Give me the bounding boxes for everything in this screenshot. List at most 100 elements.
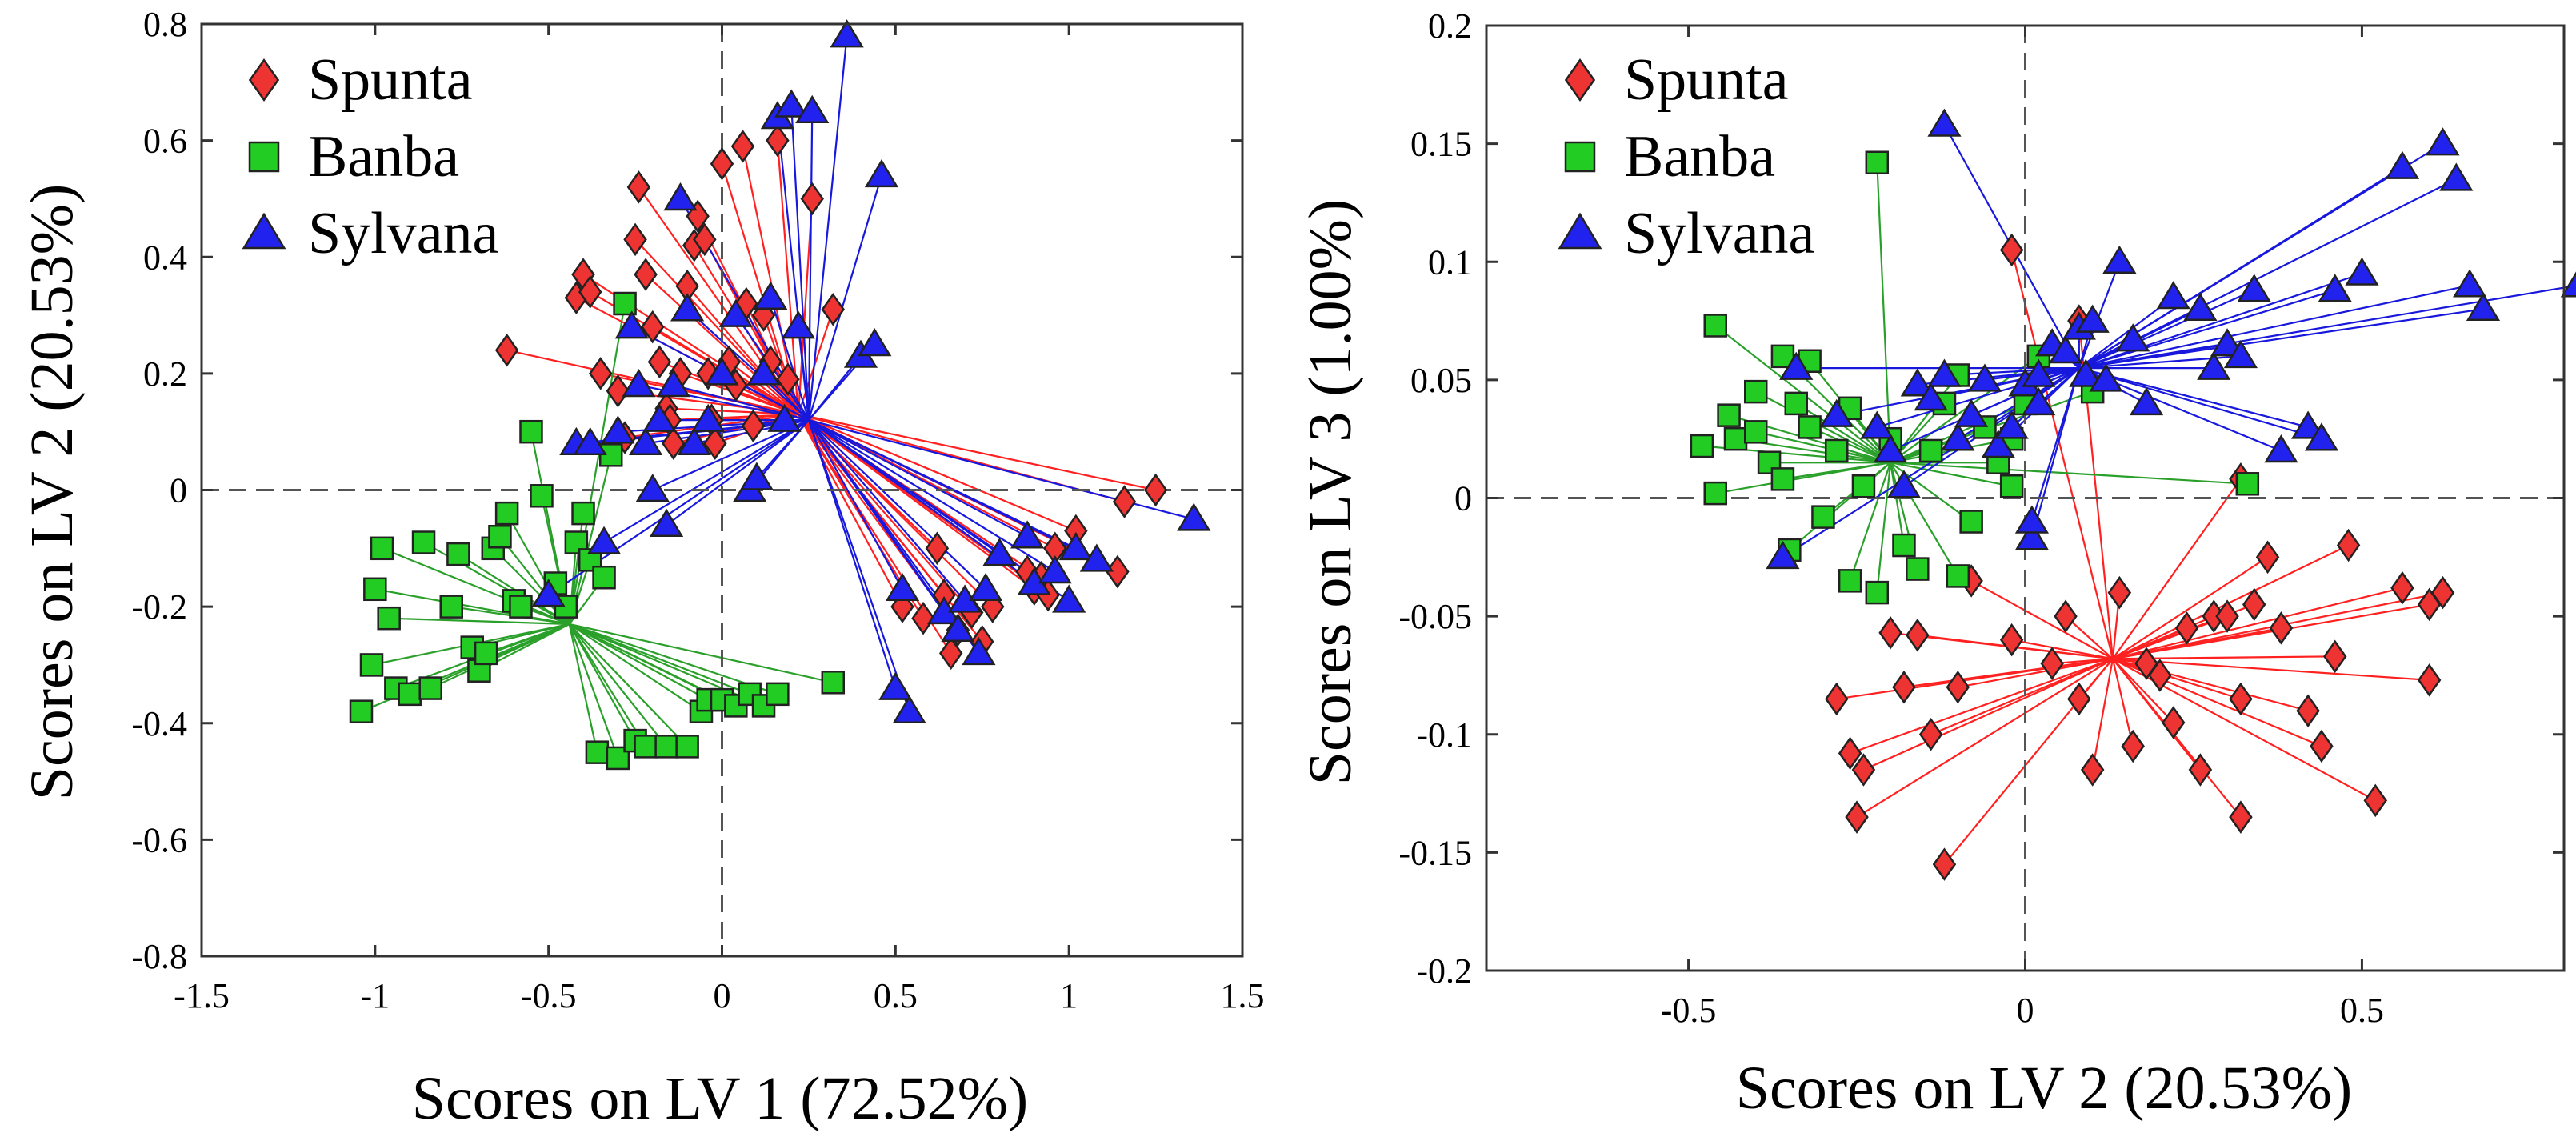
chart-2-legend-spunta-label: Spunta [1624,47,1789,113]
chart-2-spunta-point [2080,753,2105,787]
chart-2-sylvana-point [2304,422,2339,451]
chart-2-spunta-link [1850,658,2114,755]
chart-2-sylvana-link [2078,284,2470,370]
chart-2-spunta-point [1892,670,1916,704]
chart-1-legend-banba-marker [248,141,280,173]
chart-1-sylvana-point [586,526,622,554]
chart-2-sylvana-point [2048,335,2083,364]
chart-1-sylvana-link [797,326,810,421]
chart-2-sylvana-point [2290,410,2326,439]
chart-2-spunta-point [2269,611,2294,645]
chart-2-spunta-point [1906,618,1930,652]
chart-2-y-tick-label: -0.15 [1398,833,1472,872]
chart-1-sylvana-link [603,419,810,543]
chart-1-banba-point [519,419,543,444]
chart-1-spunta-link [798,413,1156,491]
chart-2-sylvana-point [2385,150,2420,179]
chart-1-spunta-point [1112,485,1137,518]
chart-1-sylvana-point [795,94,830,123]
chart-1: -1.5 -1 -0.5 0 0.5 1 1.5 -0.8 -0.6 -0.4 -0.2 0 0.2 0.… [18,5,1265,1132]
chart-2-legend-sylvana-label: Sylvana [1624,201,1814,266]
chart-1-sylvana-point [746,357,781,386]
chart-2-banba-link [1755,390,1891,464]
chart-2-x-axis-title: Scores on LV 2 (20.53%) [1736,1055,2353,1122]
chart-1-spunta-link [797,309,834,415]
chart-2-spunta-point [2417,663,2442,697]
chart-2-banba-point [1690,434,1714,458]
chart-2-sylvana-link [2078,367,2322,440]
chart-1-spunta-point [623,222,647,257]
chart-1-spunta-link [798,413,1077,532]
chart-1-banba-link [568,623,667,747]
chart-2-sylvana-link [2078,296,2174,369]
chart-1-sylvana-point [670,293,705,322]
chart-2-sylvana-link [2078,178,2457,370]
chart-2-spunta-point [1851,753,1876,787]
chart-1-banba-link [430,623,570,690]
chart-1-markers [349,19,1211,771]
chart-2-spunta-link [2112,658,2174,723]
chart-1-sylvana-point [635,474,670,502]
chart-1-banba-point [592,565,616,590]
chart-1-sylvana-link [808,419,966,602]
chart-1-banba-link [568,623,598,753]
chart-1-legend-spunta-marker [248,58,280,102]
chart-2-banba-link [1890,462,1906,546]
chart-1-y-tick-label: -0.4 [131,704,187,743]
chart-1-banba-point [821,671,846,695]
chart-2-sylvana-point [1874,434,1908,463]
chart-2-sylvana-link [2078,308,2484,370]
chart-1-sylvana-link [666,419,810,526]
chart-1-banba-point [411,530,436,554]
chart-1-sylvana-link [807,174,883,421]
chart-1-spunta-point [588,357,613,390]
chart-1-spunta-point [925,531,950,566]
chart-1-spunta-point [710,146,734,181]
chart-2-sylvana-point [2453,269,2487,298]
chart-2-x-tick-label: 0 [2017,991,2034,1030]
chart-2-spunta-point [2430,575,2455,610]
chart-2-spunta-point [1932,847,1957,881]
chart-1-banba-point [585,740,610,764]
chart-2-sylvana-point [1914,382,1948,411]
chart-1-legend: Spunta Banba Sylvana [242,47,498,266]
chart-1-banba-point [446,542,470,566]
chart-1-sylvana-link [686,308,810,421]
chart-1-sylvana-point [601,415,635,444]
chart-2-banba-point [1946,564,1970,588]
chart-2-sylvana-point [1994,410,2029,439]
chart-1-sylvana-link [808,419,1028,538]
chart-1-banba-point [494,501,519,526]
chart-2-sylvana-link [2078,261,2121,369]
chart-1-x-axis-title: Scores on LV 1 (72.52%) [412,1065,1029,1132]
chart-2-spunta-point [2296,694,2320,727]
chart-1-y-tick-label: 0.6 [143,122,187,161]
chart-2-spunta-point [2040,647,2064,680]
chart-2-legend-banba-marker [1564,141,1596,173]
chart-2-sylvana-point [2426,127,2460,156]
chart-1-banba-point [488,525,512,549]
chart-1-y-tick-label: -0.6 [131,820,187,859]
chart-1-sylvana-point [858,328,892,357]
chart-2-sylvana-point [2264,434,2298,463]
chart-1-y-tick-label: 0.4 [143,238,187,277]
chart-1-sylvana-point [968,572,1003,602]
chart-1-x-tick-label: 0.5 [874,976,918,1015]
chart-2-x-tick-label: 0.5 [2340,991,2384,1030]
chart-1-banba-point [349,699,374,723]
chart-2-y-tick-label: 0.15 [1410,125,1472,164]
chart-2-spunta-point [2188,753,2213,787]
chart-1-sylvana-link [770,297,810,421]
chart-2-spunta-point [2363,783,2388,818]
chart-2-spunta-point [1918,717,1943,751]
chart-2-sylvana-point [1779,351,1814,380]
chart-2-ticks [1486,24,2564,972]
chart-1-sylvana-point [962,636,996,666]
chart-1-zero-lines [202,24,1242,956]
chart-1-banba-point [418,676,442,700]
chart-1-sylvana-point [718,298,753,327]
chart-1-banba-link [568,623,619,759]
chart-1-spunta-point [766,123,790,158]
chart-2-sylvana-point [2014,522,2050,550]
chart-2-sylvana-link [2078,367,2309,428]
